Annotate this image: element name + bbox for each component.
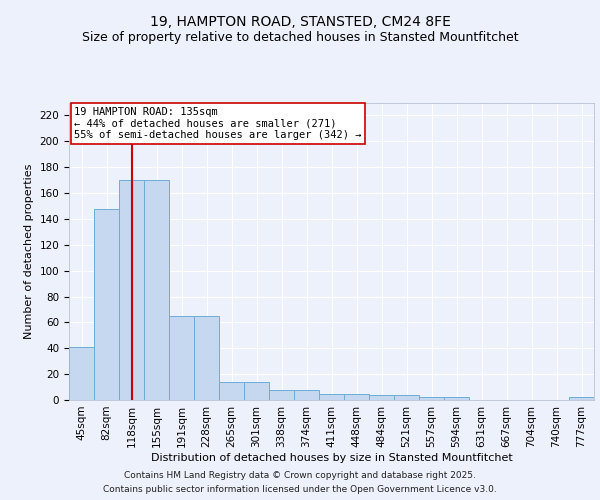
Bar	[244, 382, 269, 400]
Bar	[294, 390, 319, 400]
Bar	[369, 395, 394, 400]
Bar	[219, 382, 244, 400]
Bar	[394, 395, 419, 400]
X-axis label: Distribution of detached houses by size in Stansted Mountfitchet: Distribution of detached houses by size …	[151, 452, 512, 462]
Bar	[319, 394, 344, 400]
Bar	[94, 208, 119, 400]
Text: Contains HM Land Registry data © Crown copyright and database right 2025.: Contains HM Land Registry data © Crown c…	[124, 472, 476, 480]
Text: 19 HAMPTON ROAD: 135sqm
← 44% of detached houses are smaller (271)
55% of semi-d: 19 HAMPTON ROAD: 135sqm ← 44% of detache…	[74, 107, 362, 140]
Bar	[169, 316, 194, 400]
Bar	[444, 398, 469, 400]
Bar	[569, 398, 594, 400]
Bar	[269, 390, 294, 400]
Text: Contains public sector information licensed under the Open Government Licence v3: Contains public sector information licen…	[103, 484, 497, 494]
Bar	[344, 394, 369, 400]
Y-axis label: Number of detached properties: Number of detached properties	[24, 164, 34, 339]
Text: Size of property relative to detached houses in Stansted Mountfitchet: Size of property relative to detached ho…	[82, 31, 518, 44]
Bar	[69, 347, 94, 400]
Text: 19, HAMPTON ROAD, STANSTED, CM24 8FE: 19, HAMPTON ROAD, STANSTED, CM24 8FE	[149, 16, 451, 30]
Bar	[194, 316, 219, 400]
Bar	[119, 180, 144, 400]
Bar	[144, 180, 169, 400]
Bar	[419, 398, 444, 400]
